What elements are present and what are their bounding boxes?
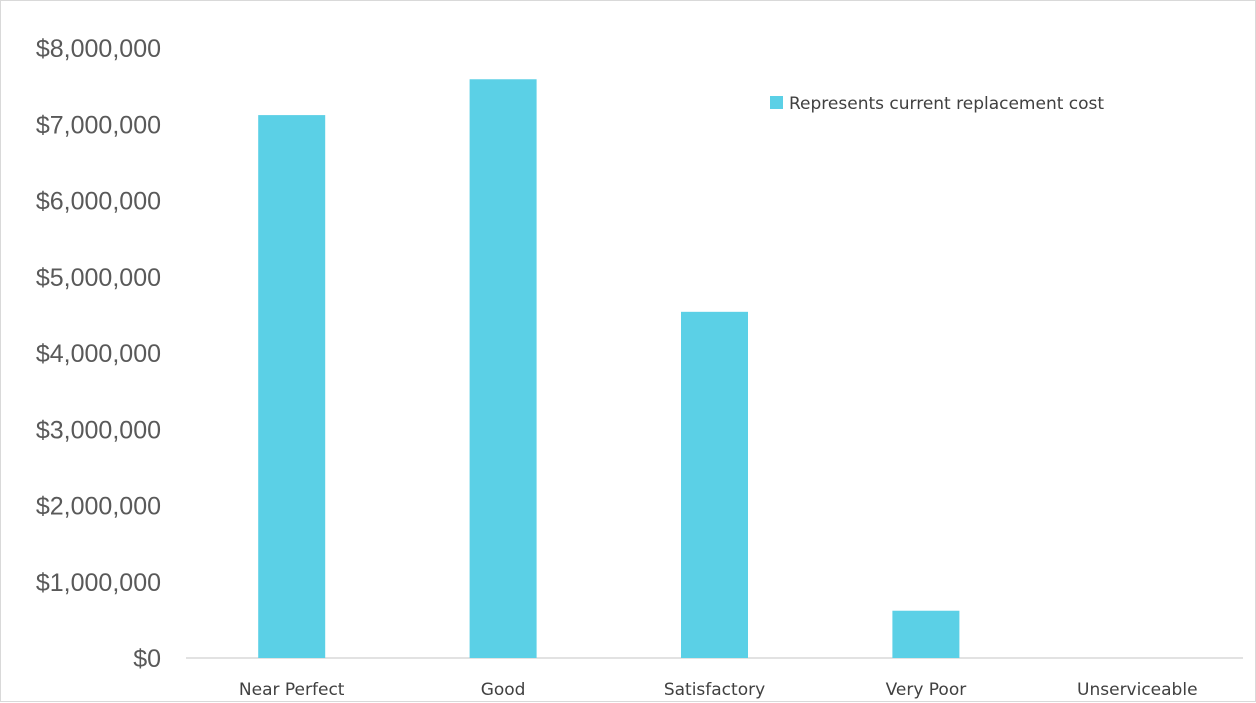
y-tick-label: $5,000,000: [36, 264, 161, 292]
y-tick-label: $6,000,000: [36, 188, 161, 216]
y-tick-label: $2,000,000: [36, 493, 161, 521]
bar: [681, 311, 748, 658]
bar: [892, 610, 960, 658]
y-tick-label: $4,000,000: [36, 340, 161, 368]
x-tick-label: Very Poor: [886, 680, 967, 700]
bar: [469, 79, 537, 658]
x-tick-label: Satisfactory: [664, 680, 765, 700]
y-tick-label: $8,000,000: [36, 35, 161, 63]
legend: Represents current replacement cost: [770, 94, 1104, 114]
y-tick-label: $7,000,000: [36, 111, 161, 139]
y-tick-label: $1,000,000: [36, 569, 161, 597]
bars: [258, 79, 960, 659]
legend-label: Represents current replacement cost: [789, 94, 1104, 114]
y-axis-labels: $0 $1,000,000 $2,000,000 $3,000,000 $4,000,0…: [36, 35, 161, 673]
y-tick-label: $3,000,000: [36, 416, 161, 444]
x-axis-labels: Near Perfect Good Satisfactory Very Poor Uns…: [239, 680, 1198, 700]
x-tick-label: Near Perfect: [239, 680, 345, 700]
x-tick-label: Good: [481, 680, 526, 700]
bar: [258, 115, 326, 659]
legend-swatch: [770, 96, 783, 109]
y-tick-label: $0: [133, 645, 161, 673]
x-tick-label: Unserviceable: [1077, 680, 1198, 700]
